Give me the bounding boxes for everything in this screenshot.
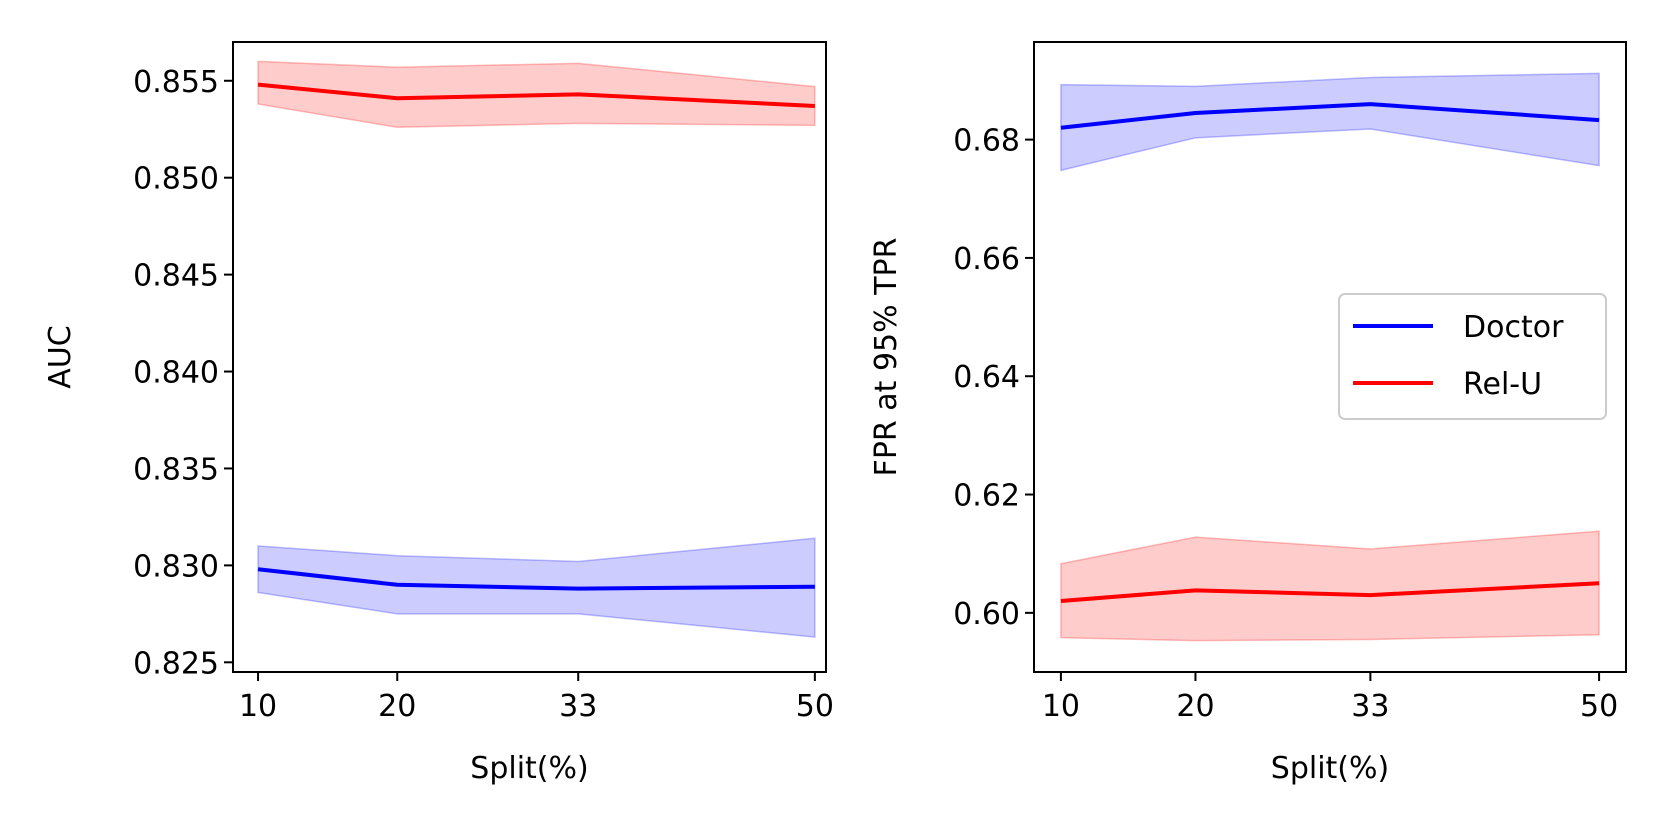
legend: Doctor Rel-U [1338, 293, 1607, 420]
auc-y-tick-label: 0.845 [133, 259, 219, 294]
auc-line-doctor [257, 567, 815, 591]
fpr-confidence-bands [1060, 72, 1600, 642]
auc-y-tick-label: 0.825 [133, 646, 219, 681]
legend-label-relu: Rel-U [1463, 367, 1542, 402]
fpr-chart-panel: 10 20 33 50 0.60 0.62 0.64 0.66 0.68 Split(%) F… [869, 41, 1627, 786]
auc-chart-panel: 10 20 33 50 0.8250.8300.8350.8400.8450.8500… [43, 41, 834, 786]
auc-series-lines [257, 82, 815, 591]
auc-y-tick-label: 0.830 [133, 549, 219, 584]
auc-y-tick-label: 0.850 [133, 162, 219, 197]
fpr-y-tick-label: 0.66 [953, 242, 1020, 277]
auc-x-ticks: 10 20 33 50 [239, 672, 834, 724]
fpr-x-tick-label: 20 [1176, 689, 1214, 724]
auc-x-tick-label: 33 [559, 689, 597, 724]
fpr-y-tick-label: 0.60 [953, 597, 1020, 632]
fpr-y-axis-label: FPR at 95% TPR [869, 238, 904, 477]
fpr-line-doctor [1060, 102, 1600, 130]
auc-x-tick-label: 50 [796, 689, 834, 724]
auc-line-rel-u [257, 82, 815, 108]
auc-y-axis-label: AUC [43, 325, 78, 388]
fpr-x-tick-label: 10 [1042, 689, 1080, 724]
fpr-band-doctor [1060, 72, 1600, 172]
auc-confidence-bands [257, 60, 816, 638]
fpr-plot-frame [1033, 41, 1627, 673]
auc-y-tick-label: 0.855 [133, 65, 219, 100]
auc-y-tick-label: 0.835 [133, 452, 219, 487]
auc-plot-frame [232, 41, 827, 673]
fpr-x-ticks: 10 20 33 50 [1042, 672, 1618, 724]
fpr-y-tick-label: 0.68 [953, 124, 1020, 159]
fpr-y-tick-label: 0.62 [953, 479, 1020, 514]
auc-x-tick-label: 10 [239, 689, 277, 724]
auc-y-ticks: 0.825 0.830 0.835 0.840 0.845 0.850 0.855 [133, 65, 233, 681]
fpr-x-tick-label: 50 [1580, 689, 1618, 724]
legend-label-doctor: Doctor [1463, 310, 1564, 345]
auc-y-tick-label: 0.840 [133, 356, 219, 391]
auc-x-axis-label: Split(%) [470, 751, 588, 786]
fpr-series-lines [1060, 102, 1600, 604]
fpr-y-ticks: 0.60 0.62 0.64 0.66 0.68 [953, 124, 1034, 632]
fpr-y-tick-label: 0.64 [953, 360, 1020, 395]
fpr-x-tick-label: 33 [1351, 689, 1389, 724]
auc-x-tick-label: 20 [378, 689, 416, 724]
fpr-line-rel-u [1060, 581, 1600, 604]
fpr-band-rel-u [1060, 530, 1600, 642]
fpr-x-axis-label: Split(%) [1271, 751, 1389, 786]
